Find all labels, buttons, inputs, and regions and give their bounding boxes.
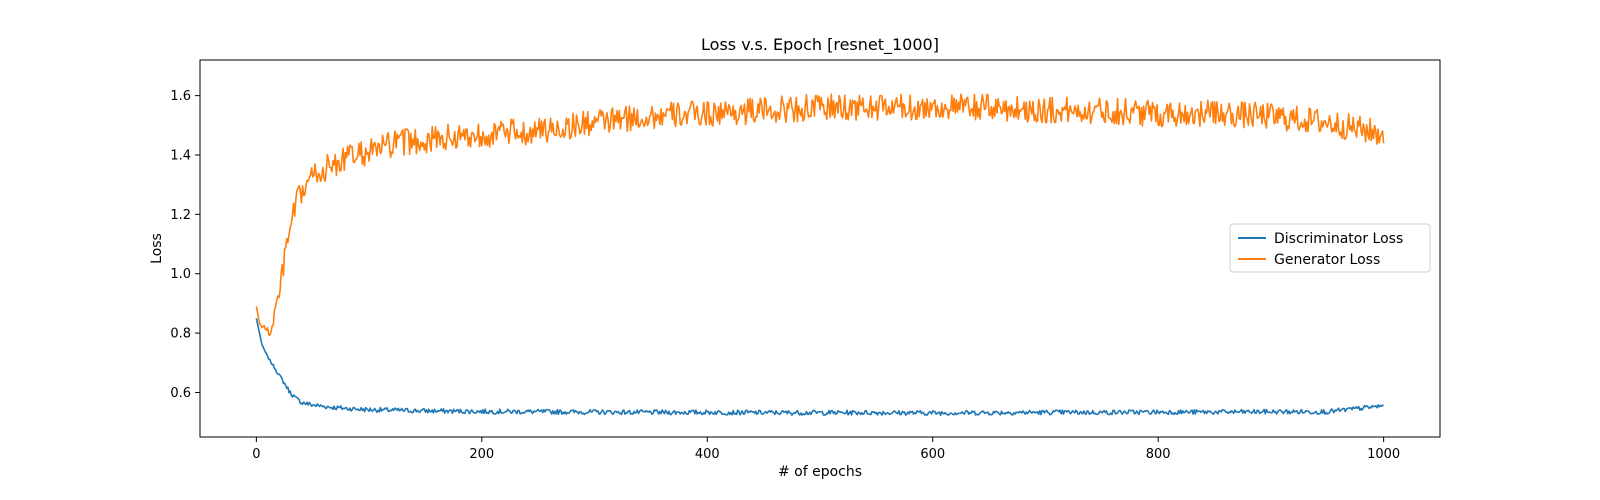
- y-tick-label: 1.6: [170, 89, 191, 104]
- x-tick-label: 0: [252, 447, 260, 462]
- x-tick-label: 200: [469, 447, 494, 462]
- plot-area: [255, 93, 1385, 417]
- legend-box: [1229, 223, 1431, 273]
- y-tick-label: 0.6: [170, 386, 191, 401]
- legend-label-generator: Generator Loss: [1274, 252, 1380, 268]
- x-tick-label: 800: [1146, 447, 1171, 462]
- axes: 0 200 400 600 800 1000 0.6 0.8 1.0 1.2 1.4 1.6: [170, 59, 1441, 462]
- x-tick-label: 1000: [1367, 447, 1400, 462]
- x-tick-label: 400: [695, 447, 720, 462]
- chart-title: Loss v.s. Epoch [resnet_1000]: [701, 35, 939, 55]
- series-line-discriminator: [255, 318, 1384, 417]
- y-tick-label: 1.4: [170, 148, 191, 163]
- legend-label-discriminator: Discriminator Loss: [1274, 231, 1403, 247]
- y-tick-label: 1.2: [170, 208, 191, 223]
- y-tick-label: 1.0: [170, 267, 191, 282]
- series-line-generator: [255, 93, 1385, 336]
- x-axis-title: # of epochs: [778, 464, 862, 480]
- legend: Discriminator Loss Generator Loss: [1229, 223, 1431, 273]
- y-axis-title: Loss: [149, 233, 165, 264]
- y-tick-label: 0.8: [170, 327, 191, 342]
- plot-frame: [199, 59, 1441, 438]
- x-tick-label: 600: [920, 447, 945, 462]
